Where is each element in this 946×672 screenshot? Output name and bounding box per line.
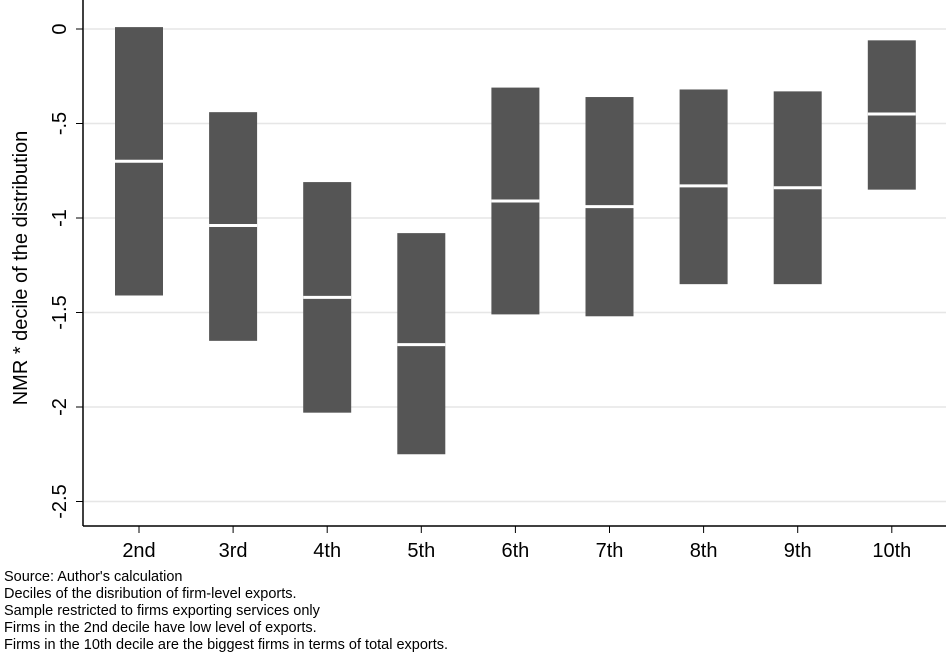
note-line: Firms in the 10th decile are the biggest… (4, 637, 449, 653)
x-tick-label: 9th (784, 540, 812, 562)
axes (82, 0, 946, 527)
y-axis-title: NMR * decile of the distribution (10, 131, 32, 406)
note-line: Deciles of the disribution of firm-level… (4, 586, 297, 602)
note-line: Sample restricted to firms exporting ser… (4, 603, 320, 619)
y-ticks: 0 -.5 -1 -1.5 -2 -2.5 (49, 23, 83, 519)
x-tick-label: 3rd (219, 540, 248, 562)
chart-notes: Source: Author's calculation Deciles of … (4, 569, 448, 654)
x-tick-label: 4th (313, 540, 341, 562)
note-line: Firms in the 2nd decile have low level o… (4, 620, 317, 636)
x-tick-label: 8th (690, 540, 718, 562)
x-ticks: 2nd 3rd 4th 5th 6th 7th 8th 9th 10th (122, 526, 911, 562)
range-bars (115, 27, 916, 455)
x-tick-label: 2nd (122, 540, 155, 562)
y-tick-label: -2 (49, 398, 71, 416)
x-tick-label: 7th (596, 540, 624, 562)
y-tick-label: -1.5 (49, 295, 71, 329)
x-tick-label: 10th (872, 540, 911, 562)
y-tick-label: 0 (49, 23, 71, 34)
note-line: Source: Author's calculation (4, 569, 183, 585)
y-tick-label: -1 (49, 209, 71, 227)
x-tick-label: 5th (407, 540, 435, 562)
y-tick-label: -.5 (49, 112, 71, 135)
y-tick-label: -2.5 (49, 484, 71, 518)
x-tick-label: 6th (501, 540, 529, 562)
